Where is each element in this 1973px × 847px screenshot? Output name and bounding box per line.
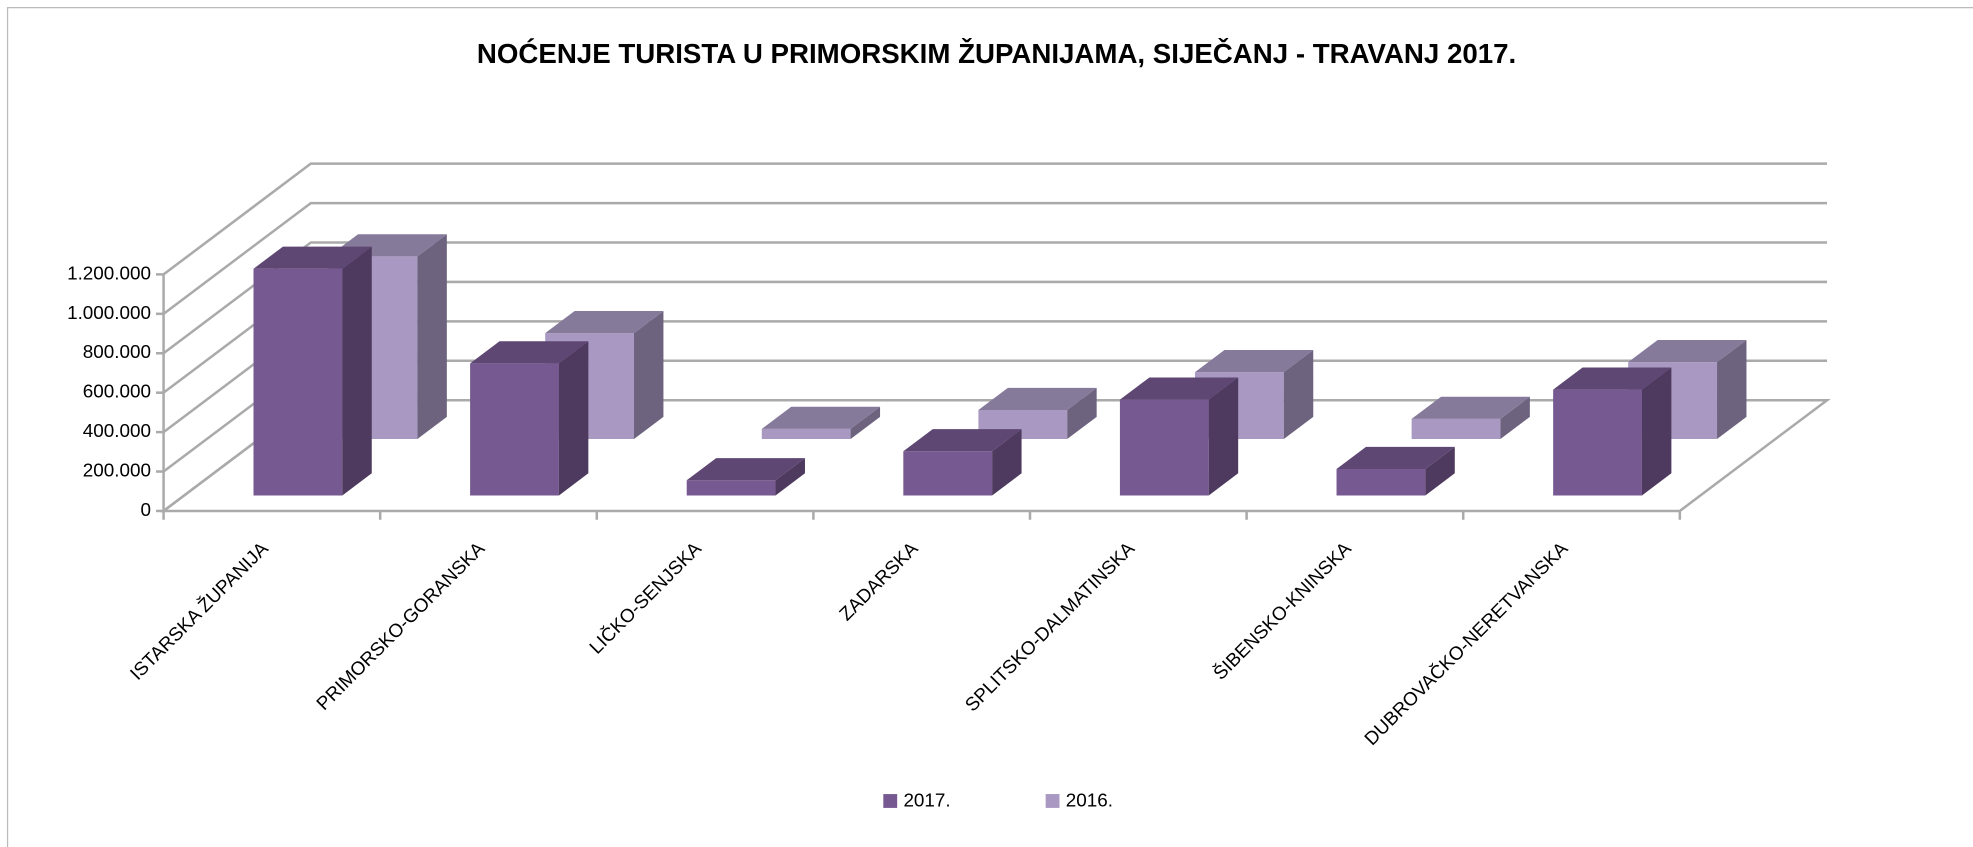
legend-label: 2017. <box>903 790 950 811</box>
bar-side <box>633 310 664 439</box>
bar-top <box>903 429 1022 452</box>
bar-top <box>686 458 805 481</box>
bar-top <box>253 246 372 269</box>
bar <box>1336 446 1455 496</box>
bar-side <box>1500 396 1530 439</box>
bar-front <box>1411 418 1501 439</box>
bar-top <box>1195 350 1314 373</box>
bar-side <box>775 458 805 496</box>
bar <box>761 406 881 439</box>
grid-line <box>162 241 1828 355</box>
y-tick-label: 1.000.000 <box>67 302 151 323</box>
bar-top <box>1628 339 1747 363</box>
bar-side <box>1425 446 1455 496</box>
bar <box>470 341 589 496</box>
bar-side <box>342 246 372 496</box>
bar-side <box>1641 367 1672 496</box>
legend-swatch <box>883 794 898 808</box>
chart-title: NOĆENJE TURISTA U PRIMORSKIM ŽUPANIJAMA,… <box>477 38 1516 69</box>
bar <box>1411 396 1530 439</box>
bar-front <box>253 268 343 496</box>
bar <box>1119 377 1239 496</box>
bar <box>253 246 372 496</box>
bar-side <box>1283 350 1314 439</box>
bar-side <box>558 341 589 496</box>
bar-top <box>1119 377 1239 400</box>
bar-side <box>850 406 881 439</box>
y-tick-label: 800.000 <box>83 341 151 362</box>
legend-swatch <box>1045 794 1060 808</box>
y-tick-label: 400.000 <box>83 420 151 441</box>
bar-front <box>761 428 851 439</box>
bar-side <box>1208 377 1239 496</box>
bar <box>903 429 1022 496</box>
grid-line <box>162 201 1828 315</box>
bar <box>978 387 1097 439</box>
bar <box>1553 367 1672 496</box>
bar-front <box>1119 399 1209 496</box>
bar-top <box>1336 446 1455 470</box>
bar-side <box>992 429 1022 496</box>
legend-label: 2016. <box>1066 790 1113 811</box>
y-tick-label: 0 <box>140 499 151 520</box>
bar-side <box>1067 387 1097 439</box>
y-tick-label: 200.000 <box>83 460 151 481</box>
bar-side <box>417 234 447 439</box>
bar-front <box>470 363 559 496</box>
grid-line <box>162 162 1828 276</box>
bar-top <box>761 406 881 429</box>
bar-front <box>1553 389 1642 496</box>
bar-top <box>978 387 1097 410</box>
bar-top <box>1553 367 1672 390</box>
bar-top <box>470 341 589 364</box>
bar-side <box>1717 339 1747 439</box>
bar-front <box>686 480 776 496</box>
bar-top <box>545 310 664 334</box>
bar-front <box>1336 469 1426 496</box>
y-tick-label: 600.000 <box>83 381 151 402</box>
y-tick-label: 1.200.000 <box>67 262 151 283</box>
bar-top <box>1411 396 1530 419</box>
bar-front <box>903 451 993 496</box>
bar <box>686 458 805 496</box>
